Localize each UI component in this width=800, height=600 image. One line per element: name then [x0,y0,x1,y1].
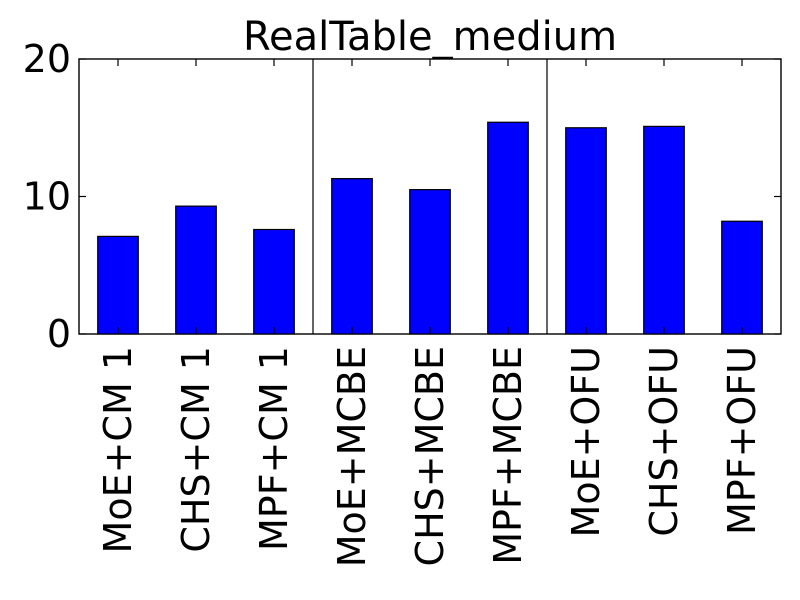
bar-moe-ofu [565,127,607,335]
x-tick-label: MPF+MCBE [486,346,530,565]
x-tick-label: MoE+MCBE [330,346,374,567]
chart-title: RealTable_medium [243,14,617,60]
bar-mpf-cm-1 [253,228,295,335]
x-tick-label: CHS+OFU [642,346,686,537]
y-tick-label: 20 [23,37,71,81]
y-axis-ticks: 0 10 20 [23,37,781,356]
bars [97,121,763,335]
bar-mpf-ofu [721,220,763,335]
bar-moe-mcbe [331,178,373,335]
bar-chs-cm-1 [175,205,217,335]
x-axis-ticks: MoE+CM 1 CHS+CM 1 MPF+CM 1 MoE+MCBE CHS+MCBE… [96,59,764,567]
x-tick-label: CHS+CM 1 [174,346,218,553]
x-tick-label: MPF+OFU [720,346,764,535]
x-tick-label: MoE+CM 1 [96,346,140,553]
bar-moe-cm-1 [97,235,139,335]
x-tick-label: MoE+OFU [564,346,608,537]
bar-mpf-mcbe [487,121,529,335]
y-tick-label: 10 [23,175,71,219]
x-tick-label: MPF+CM 1 [252,346,296,551]
bar-chs-ofu [643,125,685,335]
y-tick-label: 0 [47,312,71,356]
bar-chs-mcbe [409,189,451,335]
x-tick-label: CHS+MCBE [408,346,452,566]
